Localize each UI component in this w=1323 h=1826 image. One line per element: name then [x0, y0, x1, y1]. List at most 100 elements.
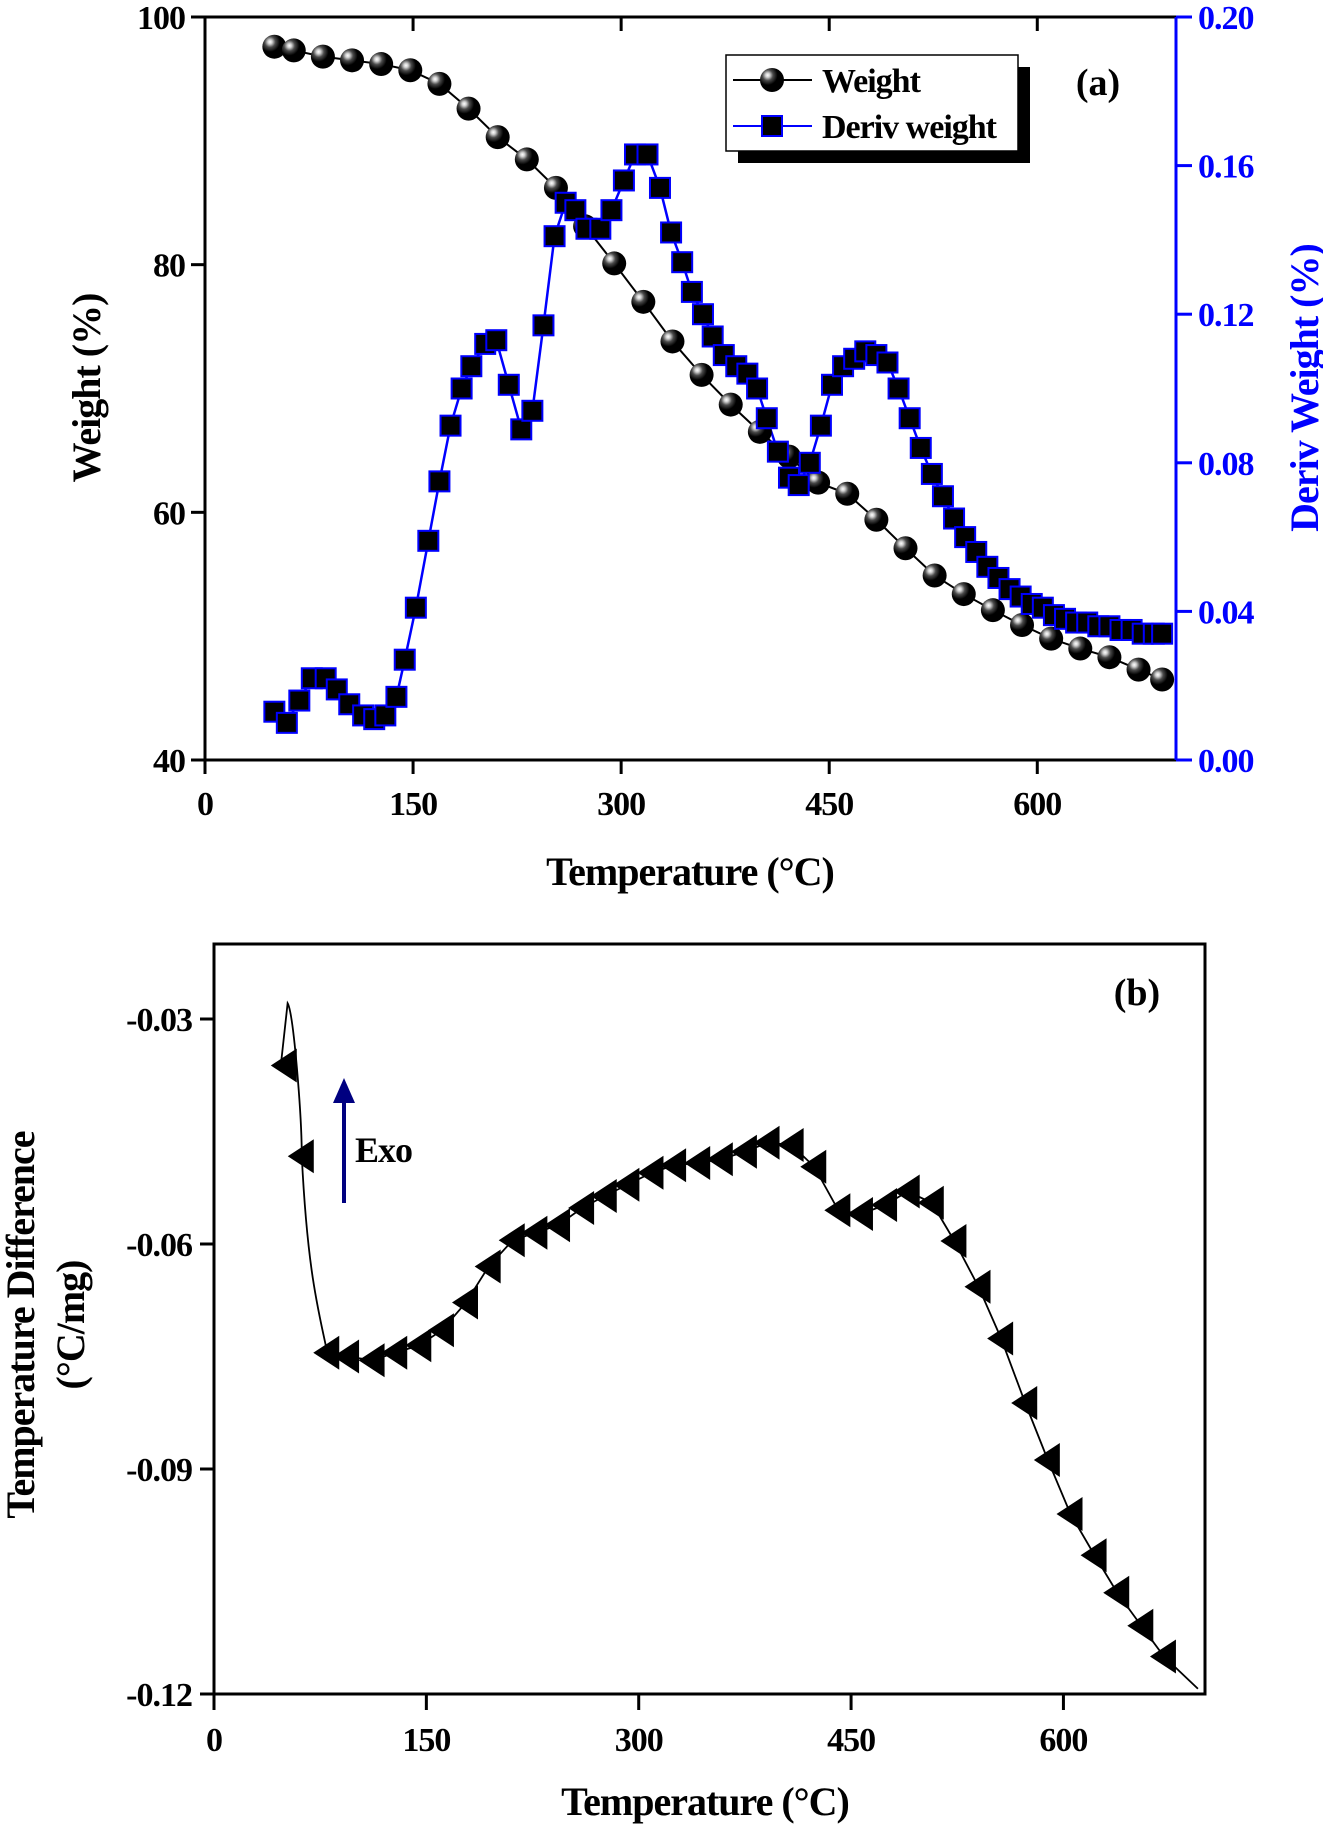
deriv-weight-point — [943, 507, 966, 530]
deriv-weight-point — [798, 451, 821, 474]
deriv-weight-point — [589, 217, 612, 240]
weight-points — [262, 34, 1175, 692]
a-y-tick-label: 40 — [153, 743, 185, 780]
dta-point — [660, 1148, 687, 1183]
dta-point — [1011, 1386, 1038, 1420]
legend-entry-weight: Weight — [733, 63, 923, 100]
weight-point — [980, 598, 1005, 623]
dta-point — [287, 1139, 314, 1174]
panel-b-label: (b) — [1114, 972, 1160, 1014]
deriv-weight-point — [701, 325, 724, 348]
dta-point — [1056, 1497, 1083, 1531]
weight-point — [718, 392, 743, 417]
deriv-weight-point — [510, 418, 533, 441]
weight-point — [456, 96, 481, 121]
dta-point — [777, 1128, 804, 1162]
deriv-weight-point — [648, 176, 671, 199]
deriv-weight-points — [263, 143, 1174, 734]
weight-point — [1039, 626, 1064, 651]
a-y2-axis-title: Deriv Weight (%) — [1282, 244, 1323, 532]
a-y-tick-label: 80 — [153, 248, 185, 285]
b-y-tick-label: -0.03 — [126, 1002, 192, 1039]
dta-point — [1149, 1639, 1176, 1674]
dta-point — [730, 1134, 757, 1169]
deriv-weight-point — [497, 373, 520, 396]
deriv-weight-point — [600, 199, 623, 222]
deriv-weight-point — [671, 251, 694, 274]
b-x-ticks: 0 150 300 450 600 — [206, 1694, 1088, 1759]
deriv-weight-point — [288, 689, 311, 712]
a-x-axis-title: Temperature (°C) — [546, 849, 834, 894]
deriv-weight-point — [660, 221, 683, 244]
deriv-weight-point — [691, 303, 714, 326]
a-y-axis-title: Weight (%) — [64, 294, 109, 483]
deriv-weight-point — [543, 225, 566, 248]
weight-point — [340, 48, 365, 73]
deriv-weight-point — [809, 414, 832, 437]
deriv-weight-point — [887, 377, 910, 400]
legend-entry-deriv-weight: Deriv weight — [733, 109, 999, 146]
deriv-weight-point — [404, 596, 427, 619]
legend-weight-marker — [760, 68, 784, 92]
b-y-tick-label: -0.06 — [126, 1227, 192, 1264]
dta-point — [568, 1191, 595, 1225]
dta-point — [987, 1321, 1014, 1356]
dta-point — [964, 1269, 991, 1304]
b-x-tick-label: 300 — [615, 1722, 663, 1759]
a-y2-tick-label: 0.00 — [1198, 743, 1254, 780]
deriv-series-line — [273, 153, 1163, 725]
legend-deriv-marker — [761, 115, 783, 137]
a-y-ticks: 40 60 80 100 — [137, 0, 205, 780]
weight-point — [427, 71, 452, 96]
dta-point — [846, 1197, 873, 1231]
exo-label: Exo — [355, 1130, 412, 1170]
a-x-tick-label: 150 — [389, 786, 437, 823]
dta-point — [753, 1125, 780, 1160]
dta-points — [270, 1048, 1176, 1674]
a-y-tick-label: 100 — [137, 0, 185, 37]
dta-point — [684, 1146, 711, 1180]
deriv-weight-point — [898, 407, 921, 430]
dta-point — [1127, 1608, 1154, 1643]
a-y2-tick-label: 0.20 — [1198, 0, 1254, 37]
dta-point — [590, 1179, 617, 1213]
dta-point — [381, 1335, 408, 1370]
dta-point — [637, 1155, 664, 1190]
a-y-tick-label: 60 — [153, 495, 185, 532]
deriv-weight-point — [393, 648, 416, 671]
deriv-weight-point — [485, 329, 508, 352]
legend-deriv-label: Deriv weight — [822, 109, 998, 146]
deriv-weight-point — [450, 377, 473, 400]
exo-arrow-head-icon — [333, 1078, 355, 1103]
deriv-weight-point — [787, 474, 810, 497]
dta-point — [893, 1174, 920, 1209]
dta-point — [544, 1208, 571, 1243]
b-x-tick-label: 150 — [402, 1722, 450, 1759]
weight-point — [514, 147, 539, 172]
b-y-tick-label: -0.09 — [126, 1452, 192, 1489]
b-y-axis-title-line2: (°C/mg) — [48, 1261, 93, 1390]
weight-point — [951, 582, 976, 607]
b-x-tick-label: 0 — [206, 1722, 222, 1759]
deriv-weight-point — [636, 143, 659, 166]
dta-point — [427, 1313, 454, 1348]
dta-point — [333, 1339, 360, 1374]
dta-point — [1103, 1575, 1130, 1610]
panel-a-label: (a) — [1076, 62, 1120, 104]
weight-point — [369, 52, 394, 77]
deriv-weight-point — [460, 355, 483, 378]
deriv-weight-point — [1151, 622, 1174, 645]
deriv-weight-point — [417, 529, 440, 552]
deriv-weight-point — [909, 436, 932, 459]
dta-point — [917, 1185, 944, 1220]
weight-point — [1097, 645, 1122, 670]
deriv-weight-point — [275, 711, 298, 734]
weight-point — [602, 251, 627, 276]
dta-point — [871, 1188, 898, 1222]
weight-point — [485, 125, 510, 150]
dta-point — [405, 1328, 432, 1363]
a-x-ticks: 0 150 300 450 600 — [197, 17, 1062, 823]
deriv-weight-point — [680, 280, 703, 303]
deriv-weight-point — [876, 351, 899, 374]
weight-point — [689, 362, 714, 387]
